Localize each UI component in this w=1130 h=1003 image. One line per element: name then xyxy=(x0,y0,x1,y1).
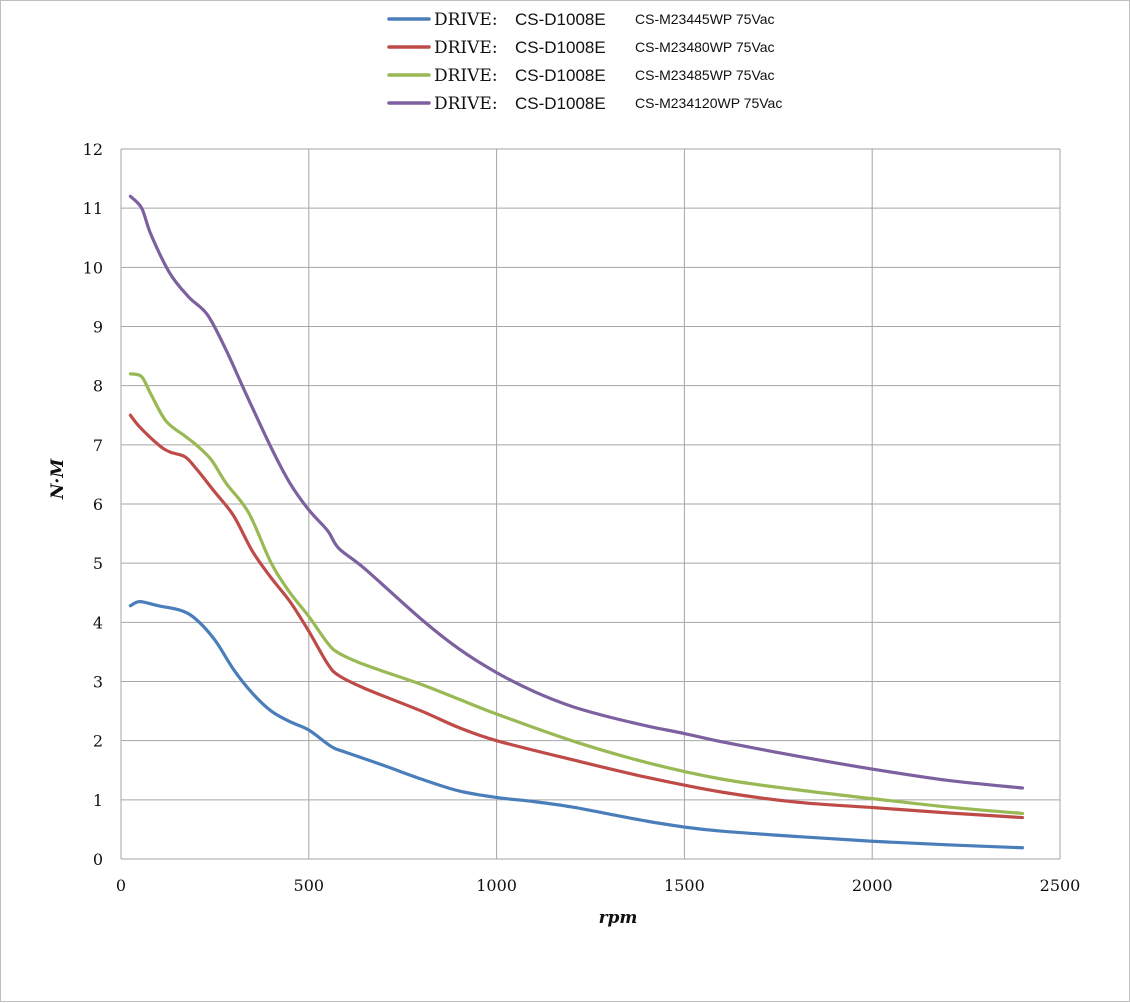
legend-model-label: CS-M23445WP 75Vac xyxy=(635,11,775,27)
legend-drive-label: DRIVE: xyxy=(434,38,498,58)
x-tick-label: 2000 xyxy=(852,876,893,895)
legend-entry-3: DRIVE: CS-D1008E CS-M23485WP 75Vac xyxy=(387,66,775,86)
y-tick-label: 7 xyxy=(93,436,103,455)
legend-entry-4: DRIVE: CS-D1008E CS-M234120WP 75Vac xyxy=(387,94,782,114)
y-tick-label: 3 xyxy=(93,673,103,692)
legend-entry-1: DRIVE: CS-D1008E CS-M23445WP 75Vac xyxy=(387,10,775,30)
legend-entry-2: DRIVE: CS-D1008E CS-M23480WP 75Vac xyxy=(387,38,775,58)
grid xyxy=(120,148,1061,860)
series-line-4 xyxy=(128,194,1025,790)
x-tick-label: 2500 xyxy=(1040,876,1081,895)
y-tick-label: 0 xyxy=(93,850,103,869)
legend-drive-label: DRIVE: xyxy=(434,66,498,86)
y-tick-label: 5 xyxy=(93,554,103,573)
series-line-1 xyxy=(128,600,1025,850)
y-axis-title: N·M xyxy=(48,458,68,500)
y-tick-label: 2 xyxy=(93,732,103,751)
y-tick-label: 8 xyxy=(93,377,103,396)
x-tick-label: 500 xyxy=(294,876,325,895)
y-tick-label: 1 xyxy=(93,791,103,810)
y-tick-label: 10 xyxy=(83,258,103,277)
y-tick-label: 9 xyxy=(93,318,103,337)
y-tick-label: 12 xyxy=(83,140,103,159)
legend-model-label: CS-M23485WP 75Vac xyxy=(635,67,775,83)
series-lines xyxy=(128,194,1025,850)
x-tick-label: 1500 xyxy=(664,876,705,895)
y-tick-label: 6 xyxy=(93,495,103,514)
series-line-3 xyxy=(128,372,1025,816)
legend-model-label: CS-M234120WP 75Vac xyxy=(635,95,782,111)
legend: DRIVE: CS-D1008E CS-M23445WP 75Vac DRIVE: CS… xyxy=(387,10,782,114)
x-tick-label: 1000 xyxy=(476,876,517,895)
y-tick-label: 4 xyxy=(93,613,103,632)
legend-drive-code: CS-D1008E xyxy=(515,94,606,113)
x-axis-title: rpm xyxy=(599,908,638,928)
legend-drive-label: DRIVE: xyxy=(434,94,498,114)
series-line-2 xyxy=(128,413,1025,820)
x-tick-label: 0 xyxy=(116,876,126,895)
legend-model-label: CS-M23480WP 75Vac xyxy=(635,39,775,55)
y-tick-label: 11 xyxy=(83,199,103,218)
legend-drive-label: DRIVE: xyxy=(434,10,498,30)
legend-drive-code: CS-D1008E xyxy=(515,38,606,57)
legend-drive-code: CS-D1008E xyxy=(515,10,606,29)
legend-drive-code: CS-D1008E xyxy=(515,66,606,85)
